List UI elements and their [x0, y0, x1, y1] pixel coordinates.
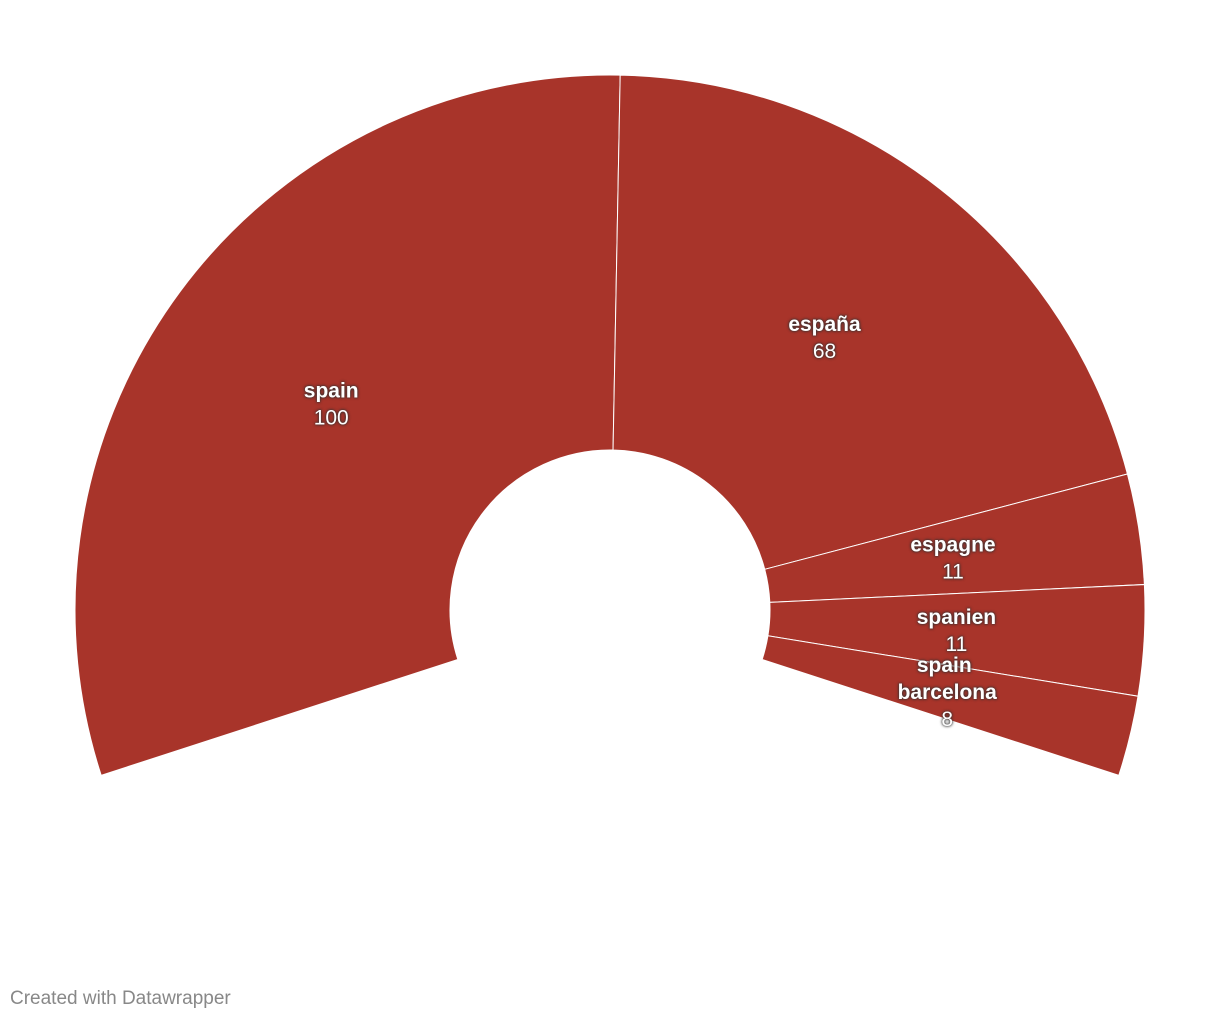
slice-label: spain barcelona	[898, 654, 998, 704]
value-label: 11	[942, 560, 964, 583]
slice	[74, 74, 621, 776]
slice	[761, 635, 1139, 776]
value-label: 68	[813, 340, 836, 363]
slice	[612, 74, 1129, 570]
slice-label: españa	[788, 313, 861, 336]
value-label: 11	[946, 633, 968, 656]
slice-label: spain	[304, 379, 359, 402]
slice-label: espagne	[910, 533, 995, 556]
credit: Created with Datawrapper	[10, 988, 231, 1009]
value-label: 100	[314, 406, 349, 429]
value-label: 8	[941, 708, 953, 731]
slice-label: spanien	[917, 606, 996, 629]
